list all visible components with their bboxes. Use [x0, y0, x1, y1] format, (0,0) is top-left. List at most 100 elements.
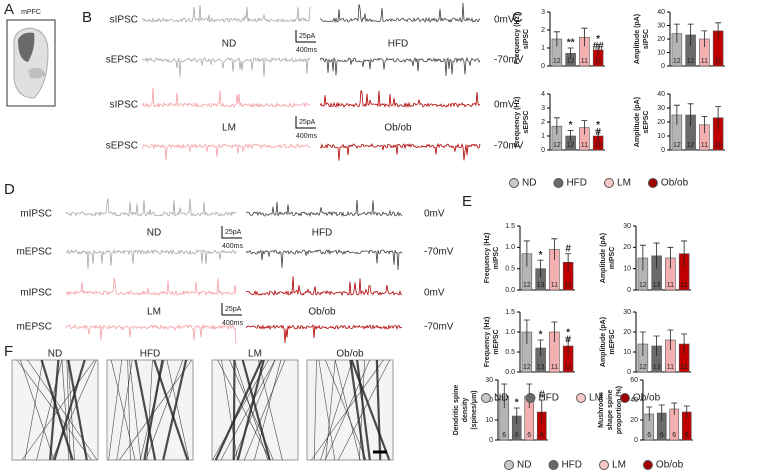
- dendrite: [67, 359, 75, 461]
- legend-swatch: [619, 393, 630, 403]
- group-label: ND: [222, 39, 236, 50]
- error-bar: [667, 246, 674, 269]
- significance: #: [565, 243, 571, 254]
- y-tick-label: 1: [541, 133, 545, 140]
- n-label: 6: [527, 432, 531, 439]
- dendrite: [325, 359, 336, 461]
- y-tick-label: 30: [657, 105, 665, 112]
- significance: *: [569, 120, 573, 131]
- n-label: 12: [523, 282, 531, 289]
- dendrite: [110, 359, 136, 461]
- trace-label: mEPSC: [16, 247, 52, 258]
- error-bar: [701, 116, 708, 134]
- n-label: 11: [551, 364, 558, 371]
- group-label: LM: [147, 307, 161, 318]
- dendrite: [350, 359, 391, 461]
- error-bar: [537, 259, 544, 278]
- y-tick-label: 1.0: [505, 329, 515, 336]
- group-label: HFD: [388, 39, 409, 50]
- scale-bar: [221, 303, 242, 316]
- trace-label: sIPSC: [110, 100, 138, 111]
- dendrite: [337, 359, 390, 461]
- current-trace: [245, 199, 403, 218]
- n-label: 13: [653, 282, 661, 289]
- trace-label: sEPSC: [106, 55, 138, 66]
- error-bar: [565, 253, 572, 271]
- group-label: Ob/ob: [384, 123, 412, 134]
- y-tick-label: 0.0: [505, 287, 515, 294]
- n-label: 12: [553, 142, 561, 149]
- n-label: 11: [581, 58, 588, 65]
- error-bar: [681, 240, 688, 267]
- y-axis-label: Amplitude (pA): [634, 14, 641, 64]
- holding-voltage: -70mV: [424, 247, 454, 258]
- current-trace: [245, 323, 402, 344]
- holding-voltage: 0mV: [424, 209, 445, 220]
- current-trace: [319, 90, 481, 108]
- panel-label: A: [4, 1, 14, 18]
- y-tick-label: 0: [627, 287, 631, 294]
- legend-label: HFD: [538, 393, 559, 404]
- dendrite: [311, 359, 384, 461]
- legend-swatch: [647, 178, 658, 188]
- dendrite: [16, 359, 92, 461]
- dendrite: [139, 359, 165, 461]
- error-bar: [673, 104, 680, 125]
- y-tick-label: 30: [485, 377, 493, 384]
- error-bar: [715, 22, 722, 39]
- dendrite: [212, 359, 269, 461]
- n-label: 11: [680, 282, 687, 289]
- y-tick-label: 20: [623, 329, 631, 336]
- legend-label: HFD: [566, 178, 587, 189]
- significance: **: [567, 38, 575, 49]
- n-label: 11: [594, 142, 601, 149]
- n-label: 13: [537, 364, 545, 371]
- error-bar: [683, 405, 690, 418]
- dendrite: [241, 359, 271, 461]
- n-label: 11: [564, 282, 571, 289]
- brain-region: [28, 67, 46, 79]
- y-tick-label: 2: [541, 119, 545, 126]
- y-tick-label: 40: [630, 397, 638, 404]
- legend-label: LM: [589, 393, 603, 404]
- dendrite: [20, 359, 55, 461]
- n-label: 11: [680, 364, 687, 371]
- significance: *: [515, 398, 519, 409]
- dendrite: [21, 359, 95, 461]
- trace-label: mIPSC: [20, 288, 52, 299]
- holding-voltage: 0mV: [494, 100, 515, 111]
- dendrite: [236, 359, 265, 461]
- n-label: 12: [687, 58, 695, 65]
- y-axis-label: Amplitude (pA): [600, 233, 607, 283]
- current-trace: [319, 142, 481, 161]
- error-bar: [653, 335, 660, 356]
- y-tick-label: 10: [657, 49, 665, 56]
- dendrite: [359, 359, 365, 461]
- y-tick-label: 0.5: [505, 266, 515, 273]
- n-label: 13: [537, 282, 545, 289]
- brain-label: mPFC: [21, 9, 41, 16]
- y-axis-label: Mushroom: [598, 392, 605, 428]
- dendrite: [325, 359, 367, 461]
- y-tick-label: 60: [630, 377, 638, 384]
- dendrite: [116, 359, 133, 461]
- n-label: 11: [551, 282, 558, 289]
- n-label: 12: [639, 282, 647, 289]
- y-tick-label: 4: [541, 91, 545, 98]
- y-tick-label: 0: [489, 437, 493, 444]
- y-tick-label: 1.5: [505, 309, 515, 316]
- dendrite: [375, 359, 382, 461]
- error-bar: [567, 47, 574, 59]
- scale-amplitude: 25pA: [299, 119, 316, 126]
- y-tick-label: 0.5: [505, 349, 515, 356]
- y-axis-label: shape spine: [607, 390, 614, 431]
- dendrite: [229, 359, 274, 461]
- error-bar: [553, 117, 560, 135]
- dendrite: [318, 359, 336, 461]
- y-axis-label: Amplitude (pA): [634, 97, 641, 147]
- y-axis-label: Frequency (Hz): [514, 97, 521, 148]
- y-tick-label: 1.0: [505, 244, 515, 251]
- legend-swatch: [576, 393, 587, 403]
- n-label: 6: [647, 432, 651, 439]
- legend-label: ND: [522, 178, 536, 189]
